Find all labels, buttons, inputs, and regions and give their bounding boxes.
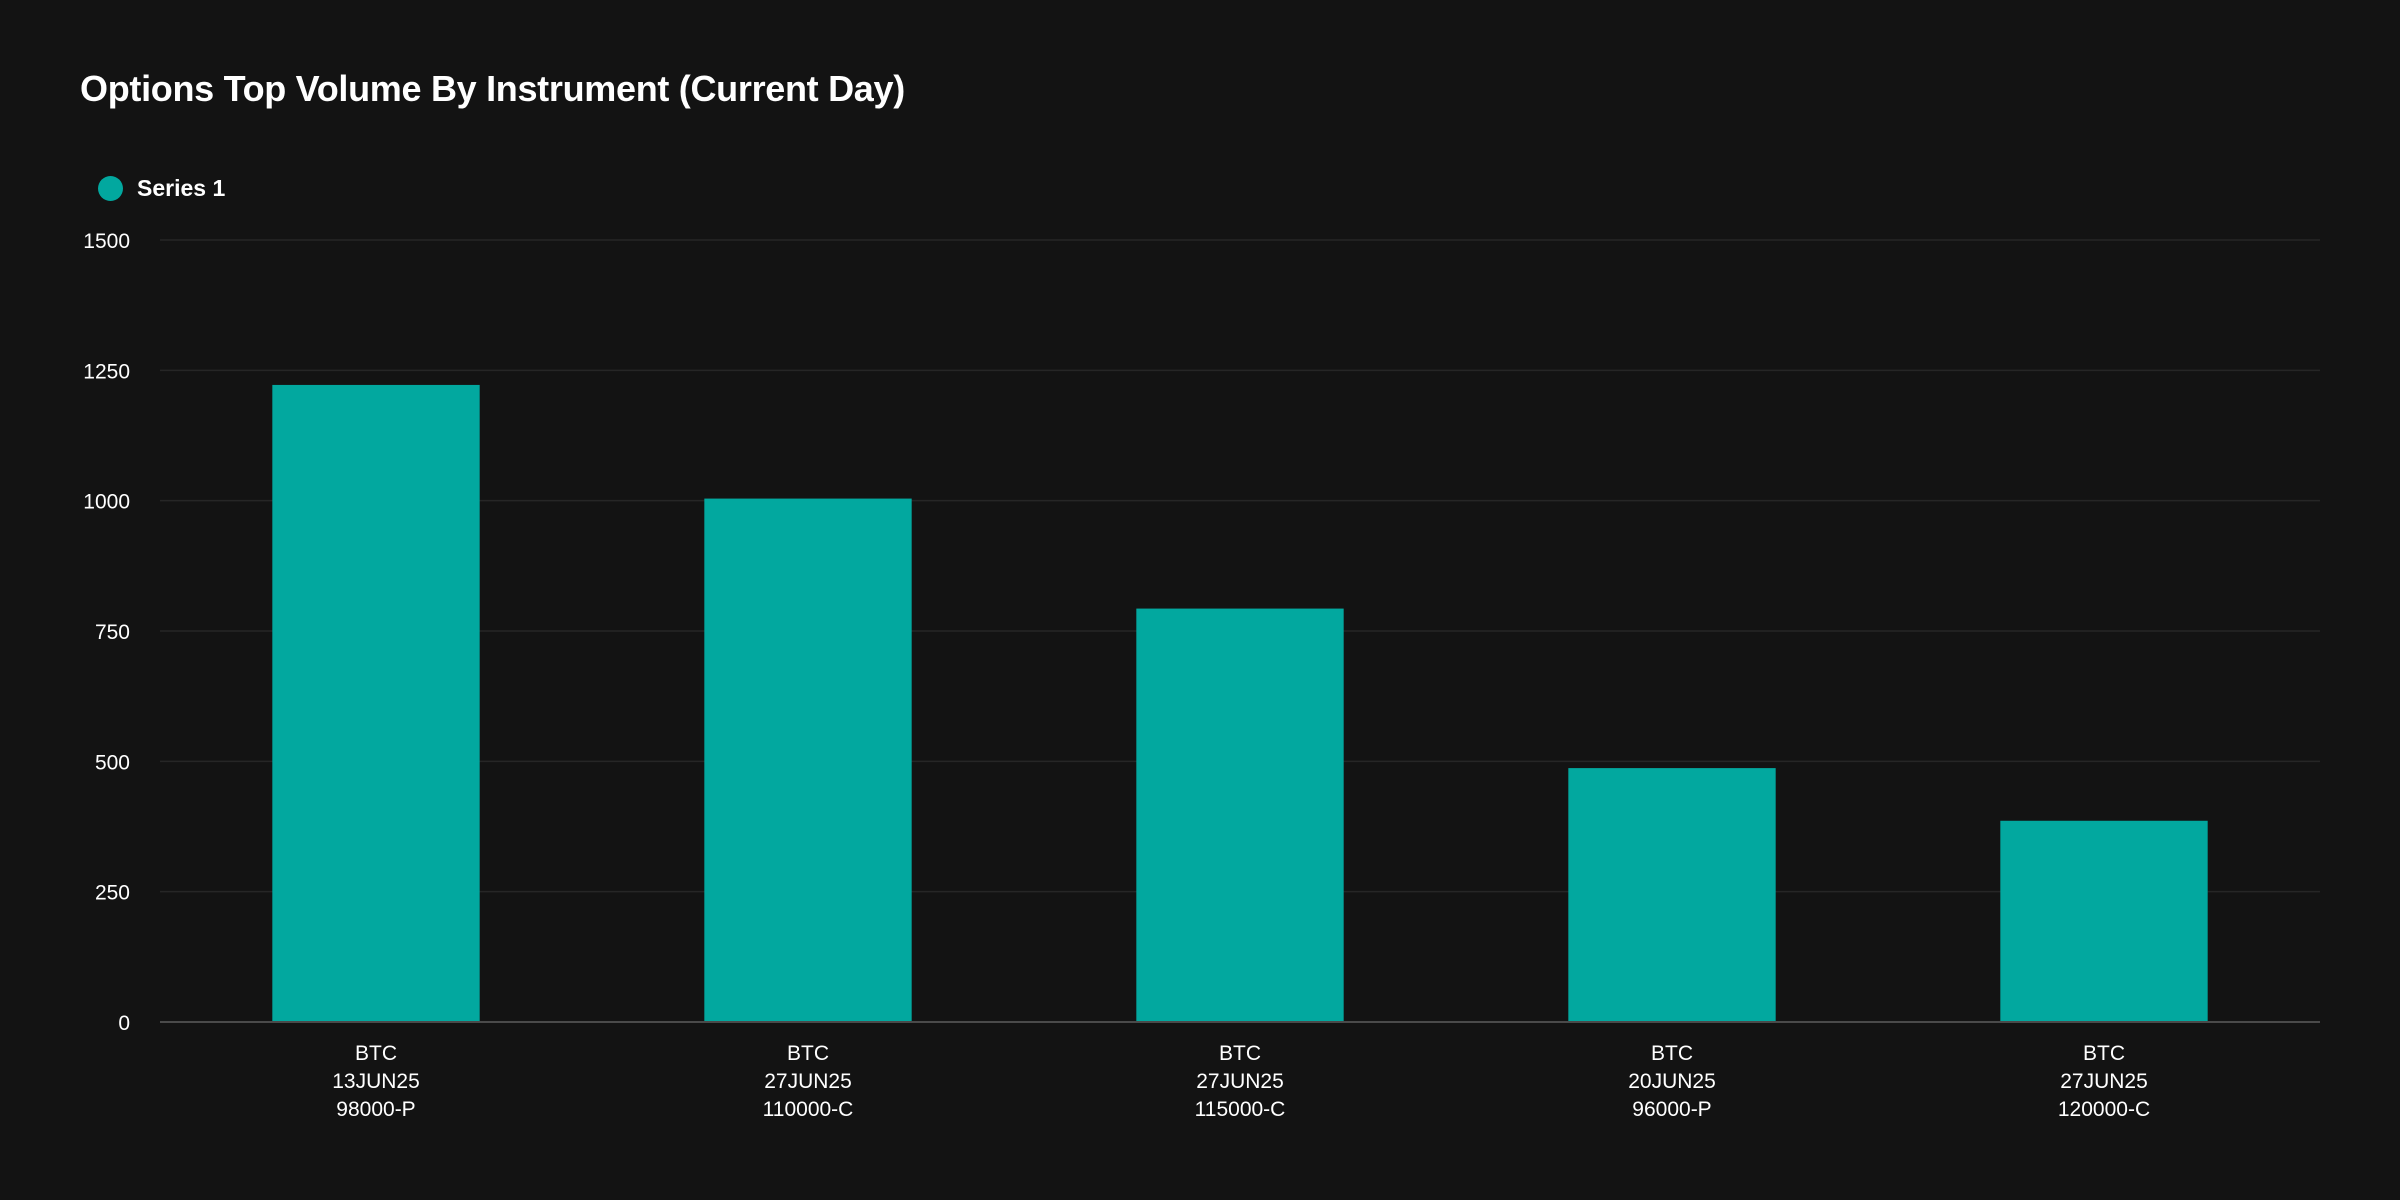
gridlines <box>160 239 2320 893</box>
x-tick-label-line: 110000-C <box>763 1098 854 1121</box>
bar[interactable] <box>272 384 480 1022</box>
x-tick-label-line: 27JUN25 <box>2060 1070 2148 1093</box>
x-tick-label: BTC 13JUN25 98000-P <box>332 1042 420 1121</box>
y-tick-label: 1250 <box>83 360 130 383</box>
x-tick-label-line: BTC <box>1219 1042 1261 1065</box>
x-tick-label: BTC 20JUN25 96000-P <box>1628 1042 1716 1121</box>
x-tick-label-line: 20JUN25 <box>1628 1070 1716 1093</box>
y-tick-label: 0 <box>118 1012 130 1035</box>
y-tick-label: 1000 <box>83 491 130 514</box>
x-tick-label-line: 27JUN25 <box>1196 1070 1284 1093</box>
y-tick-label: 250 <box>95 882 130 905</box>
y-axis-ticks: 0 250 500 750 1000 1250 1500 <box>83 230 130 1035</box>
bar[interactable] <box>704 498 912 1023</box>
y-tick-label: 750 <box>95 621 130 644</box>
x-tick-label-line: 13JUN25 <box>332 1070 420 1093</box>
chart-title: Options Top Volume By Instrument (Curren… <box>80 68 905 109</box>
x-tick-label-line: BTC <box>2083 1042 2125 1065</box>
legend[interactable]: Series 1 <box>98 175 225 202</box>
bar[interactable] <box>2000 820 2208 1022</box>
x-tick-label-line: 98000-P <box>336 1098 415 1121</box>
x-tick-label: BTC 27JUN25 115000-C <box>1195 1042 1286 1121</box>
x-tick-label-line: 120000-C <box>2058 1098 2150 1121</box>
x-tick-label-line: 115000-C <box>1195 1098 1286 1121</box>
x-tick-label: BTC 27JUN25 110000-C <box>763 1042 854 1121</box>
bar[interactable] <box>1136 608 1344 1022</box>
y-tick-label: 1500 <box>83 230 130 253</box>
x-tick-label-line: BTC <box>1651 1042 1693 1065</box>
x-tick-label-line: BTC <box>787 1042 829 1065</box>
y-tick-label: 500 <box>95 751 130 774</box>
x-tick-label-line: BTC <box>355 1042 397 1065</box>
x-tick-label-line: 27JUN25 <box>764 1070 852 1093</box>
bar[interactable] <box>1568 768 1776 1022</box>
bars <box>272 384 2208 1023</box>
legend-swatch-series-1 <box>98 176 123 201</box>
x-tick-label: BTC 27JUN25 120000-C <box>2058 1042 2150 1121</box>
x-tick-label-line: 96000-P <box>1632 1098 1711 1121</box>
legend-label-series-1: Series 1 <box>137 175 226 201</box>
x-axis-labels: BTC 13JUN25 98000-P BTC 27JUN25 110000-C BTC 27… <box>332 1042 2150 1121</box>
